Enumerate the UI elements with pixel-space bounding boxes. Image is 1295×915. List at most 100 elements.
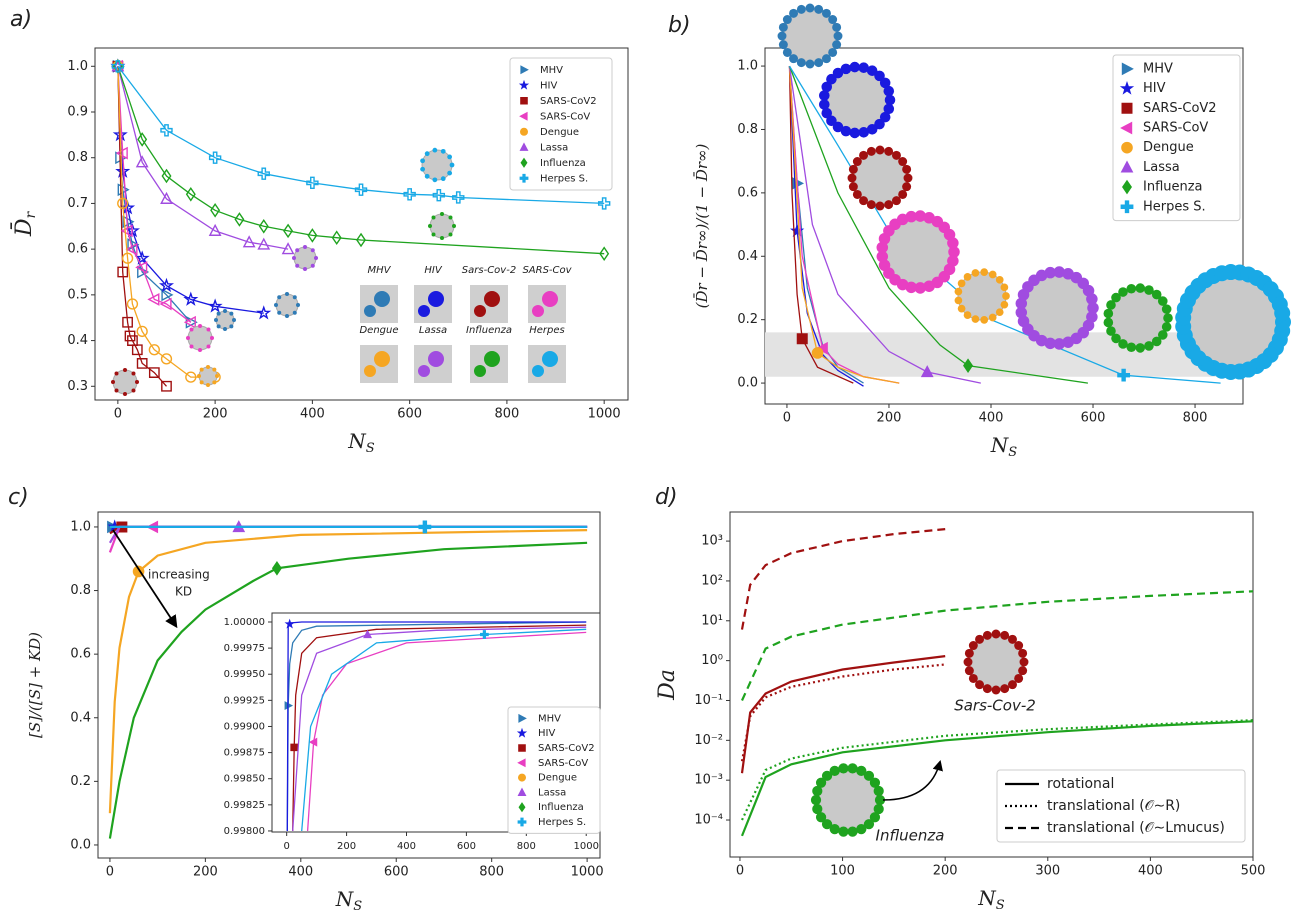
marker <box>1120 160 1134 173</box>
arrow <box>882 759 943 801</box>
virus-spike <box>856 823 867 835</box>
virus-spike <box>186 336 190 340</box>
virus-spike <box>1103 308 1114 319</box>
thumbnail-spike <box>428 291 444 307</box>
x-tick-label: 600 <box>1081 411 1106 426</box>
label-sub: r <box>23 211 39 219</box>
virus-spike <box>891 196 901 206</box>
marker <box>161 168 172 184</box>
virus-spike <box>898 157 908 167</box>
arrow <box>112 529 178 629</box>
virus-illustration <box>292 245 318 271</box>
series-line <box>108 541 588 839</box>
virus-spike <box>815 812 827 823</box>
marker <box>520 127 529 136</box>
virus-spike <box>1014 641 1024 651</box>
virus-illustration <box>1175 264 1291 380</box>
virus-spike <box>1062 336 1074 348</box>
virus-spike <box>420 166 426 172</box>
x-tick-label: 600 <box>384 865 409 880</box>
virus-spike <box>1018 666 1028 676</box>
marker <box>257 167 270 180</box>
virus-illustration <box>420 147 455 183</box>
series-line <box>306 631 587 832</box>
y-tick-label: 0.2 <box>737 312 758 327</box>
x-tick-label: 100 <box>830 864 855 879</box>
marker <box>210 202 221 218</box>
virus-spike <box>923 280 935 292</box>
marker <box>271 560 282 576</box>
x-tick-label: 800 <box>479 865 504 880</box>
legend-label: HIV <box>538 728 555 739</box>
legend-label: Influenza <box>538 802 584 813</box>
label-main: Da <box>655 669 680 701</box>
virus-spike <box>197 374 201 378</box>
y-tick-label: 0.99850 <box>224 774 265 785</box>
y-tick-label: 0.99800 <box>224 826 265 837</box>
virus-spike <box>277 310 282 315</box>
virus-spike <box>838 763 849 774</box>
label-sub: S <box>996 898 1005 913</box>
virus-spike <box>123 392 127 396</box>
virus-spike <box>832 67 844 79</box>
virus-illustration <box>819 61 896 139</box>
marker <box>127 238 140 251</box>
virus-spike <box>980 316 989 324</box>
legend-label: Dengue <box>1143 140 1194 155</box>
marker <box>117 266 129 278</box>
y-tick-label: 0.3 <box>67 379 88 394</box>
x-tick-label: 200 <box>877 411 902 426</box>
panel-label: d) <box>655 485 678 510</box>
marker <box>136 325 148 338</box>
virus-spike <box>1144 285 1154 295</box>
marker <box>963 358 974 373</box>
marker <box>131 344 143 356</box>
marker <box>597 197 611 210</box>
virus-spike <box>814 4 824 14</box>
marker <box>147 293 160 306</box>
y-tick-label: 0.0 <box>70 837 91 852</box>
virus-spike <box>440 176 446 182</box>
marker <box>796 333 808 345</box>
virus-spike <box>957 279 966 288</box>
virus-spike <box>848 182 858 192</box>
marker <box>517 787 527 796</box>
virus-spike <box>829 765 840 777</box>
virus-spike <box>778 40 788 50</box>
legend-label: SARS-CoV2 <box>538 743 595 754</box>
y-tick-label: 1.0 <box>67 59 88 74</box>
virus-spike <box>863 770 875 781</box>
virus-spike <box>883 85 895 97</box>
thumbnail-spike <box>542 351 558 367</box>
x-tick-label: 0 <box>736 864 744 879</box>
virus-spike <box>903 173 913 183</box>
thumbnail-spike <box>532 365 544 377</box>
virus-spike <box>975 634 985 644</box>
virus-spike <box>452 224 456 228</box>
virus-spike <box>274 303 278 307</box>
x-tick-label: 1000 <box>588 407 621 422</box>
annotation: Influenza <box>876 827 945 845</box>
virus-spike <box>840 63 852 75</box>
virus-spike <box>821 770 833 781</box>
virus-spike <box>814 58 824 68</box>
thumbnail-spike <box>428 351 444 367</box>
series-line <box>740 720 1254 837</box>
virus-spike <box>123 368 127 372</box>
annotation: KD <box>175 585 192 599</box>
virus-spike <box>869 812 881 823</box>
virus-illustration <box>954 268 1010 324</box>
marker <box>258 218 269 234</box>
marker <box>137 132 148 147</box>
x-tick-label: 600 <box>397 407 422 422</box>
virus-spike <box>796 58 806 68</box>
virus-spike <box>212 367 217 372</box>
virus-spike <box>957 304 966 313</box>
thumbnail-spike <box>484 351 500 367</box>
x-tick-label: 400 <box>288 865 313 880</box>
y-tick-label: 0.0 <box>737 376 758 391</box>
virus-spike <box>1002 292 1010 300</box>
virus-spike <box>980 268 989 276</box>
legend-label: SARS-CoV2 <box>1143 101 1217 116</box>
virus-spike <box>988 270 997 279</box>
